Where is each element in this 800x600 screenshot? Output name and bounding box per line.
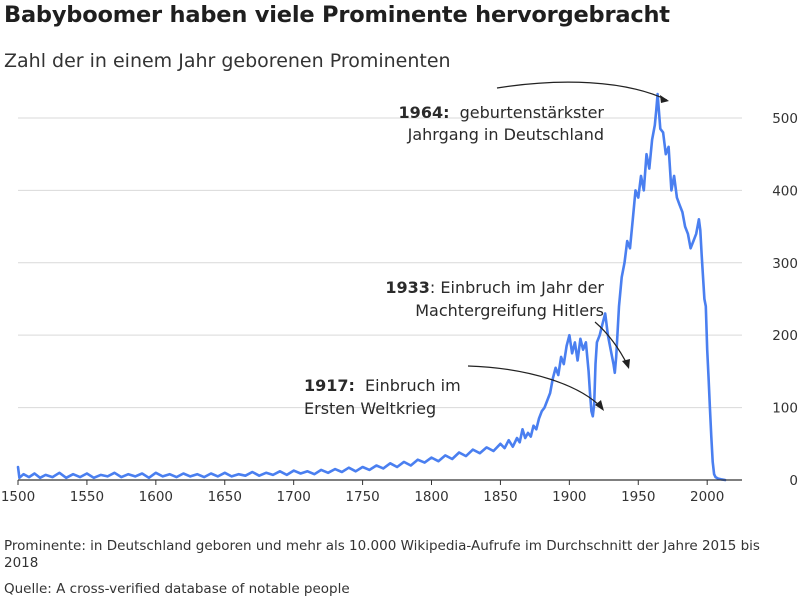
- footnote: Prominente: in Deutschland geboren und m…: [4, 538, 760, 571]
- annotation-1917: 1917: Einbruch im Ersten Weltkrieg: [304, 365, 604, 418]
- annotation-1917-arrowhead: [595, 400, 604, 411]
- axes: 0 100 200 300 400 500 1500 1550 1600 1650 1700 1750…: [1, 111, 798, 505]
- annotation-1917-line1: Einbruch im: [365, 376, 461, 395]
- x-tick-label-1950: 1950: [621, 489, 655, 505]
- y-tick-label-400: 400: [772, 183, 798, 199]
- annotation-1964-bold: 1964:: [399, 103, 450, 122]
- y-tick-label-300: 300: [772, 256, 798, 272]
- gridlines: [18, 117, 742, 409]
- annotation-1964-arrow: [496, 81, 668, 101]
- y-tick-label-100: 100: [772, 401, 798, 417]
- svg-text:1964: geburtenstärkster: 1964: geburtenstärkster: [399, 103, 605, 122]
- annotation-1917-arrow: [467, 365, 603, 409]
- x-tick-label-1750: 1750: [345, 489, 379, 505]
- chart-subtitle: Zahl der in einem Jahr geborenen Promine…: [4, 50, 451, 72]
- annotation-1933: 1933: Einbruch im Jahr der Machtergreifu…: [385, 278, 630, 369]
- x-tick-label-1550: 1550: [70, 489, 104, 505]
- annotation-1917-bold: 1917:: [304, 376, 355, 395]
- annotation-1933-line2: Machtergreifung Hitlers: [415, 301, 604, 320]
- series-layer: [16, 92, 727, 482]
- svg-text:1933: Einbruch im Jahr der: 1933: Einbruch im Jahr der: [385, 278, 604, 297]
- y-tick-label-500: 500: [772, 111, 798, 127]
- y-tick-label-200: 200: [772, 328, 798, 344]
- annotation-1933-line1: : Einbruch im Jahr der: [430, 278, 605, 297]
- annotation-1933-arrowhead: [622, 359, 630, 369]
- x-tick-label-1800: 1800: [414, 489, 448, 505]
- x-tick-label-1700: 1700: [276, 489, 310, 505]
- annotation-1964-line1: geburtenstärkster: [460, 103, 605, 122]
- annotation-1964-line2: Jahrgang in Deutschland: [407, 125, 604, 144]
- annotation-1964-arrowhead: [660, 95, 669, 103]
- x-tick-label-1900: 1900: [552, 489, 586, 505]
- series-line-0: [16, 92, 727, 482]
- y-tick-label-0: 0: [789, 473, 798, 489]
- chart-svg: 0 100 200 300 400 500 1500 1550 1600 1650 1700 1750…: [1, 81, 798, 505]
- annotation-1917-line2: Ersten Weltkrieg: [304, 399, 436, 418]
- x-tick-label-1850: 1850: [483, 489, 517, 505]
- annotation-1933-bold: 1933: [385, 278, 430, 297]
- x-tick-label-1500: 1500: [1, 489, 35, 505]
- x-tick-label-1650: 1650: [208, 489, 242, 505]
- annotation-1964: 1964: geburtenstärkster Jahrgang in Deut…: [399, 81, 669, 144]
- source-note: Quelle: A cross-verified database of not…: [4, 581, 350, 597]
- x-tick-label-2000: 2000: [690, 489, 724, 505]
- chart-title: Babyboomer haben viele Prominente hervor…: [4, 2, 670, 28]
- x-tick-label-1600: 1600: [139, 489, 173, 505]
- svg-text:1917: Einbruch im: 1917: Einbruch im: [304, 376, 461, 395]
